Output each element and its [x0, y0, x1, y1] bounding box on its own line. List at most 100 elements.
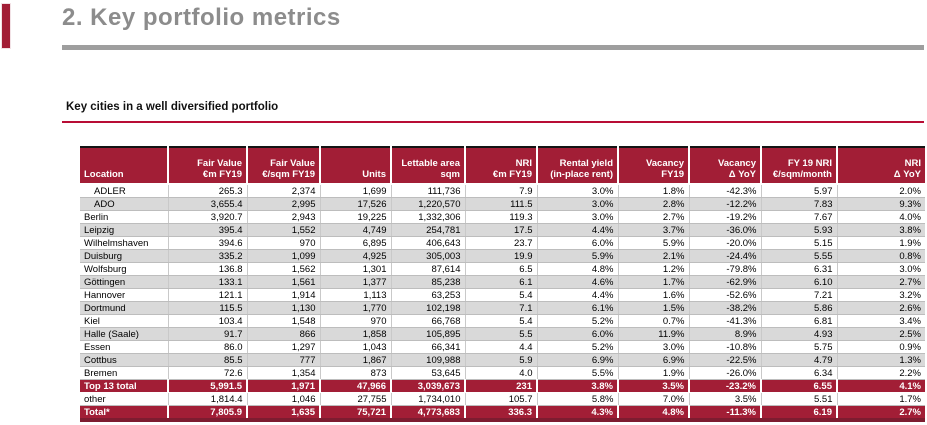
- cell-value: 136.8: [168, 262, 248, 276]
- cell-value: 53,645: [391, 366, 466, 380]
- column-header: Fair Value €/sqm FY19: [247, 147, 321, 184]
- cell-value: 105,895: [391, 327, 466, 341]
- table-row: Kiel 103.4 1,548 970 66,768 5.4 5.2% 0.7% -41.3%…: [80, 314, 925, 328]
- cell-location: Berlin: [80, 210, 169, 224]
- cell-value: 6.1%: [537, 301, 619, 315]
- cell-value: 5.9: [465, 353, 538, 367]
- cell-value: -20.0%: [689, 236, 762, 250]
- subtitle-divider: [62, 121, 924, 123]
- cell-location: Hannover: [80, 288, 169, 302]
- cell-location: Duisburg: [80, 249, 169, 263]
- cell-value: 4.3%: [537, 405, 619, 421]
- cell-value: 7,805.9: [168, 405, 248, 421]
- cell-value: 1,113: [320, 288, 392, 302]
- cell-value: 3,655.4: [168, 197, 248, 211]
- cell-value: 3.0%: [837, 262, 925, 276]
- table-body: ADLER 265.3 2,374 1,699 111,736 7.9 3.0% 1.8% -4…: [80, 184, 925, 421]
- cell-location: other: [80, 392, 169, 406]
- cell-value: 2.7%: [618, 210, 690, 224]
- cell-value: 6.31: [761, 262, 838, 276]
- cell-value: 406,643: [391, 236, 466, 250]
- cell-value: 85,238: [391, 275, 466, 289]
- cell-value: 133.1: [168, 275, 248, 289]
- cell-value: 23.7: [465, 236, 538, 250]
- cell-value: 63,253: [391, 288, 466, 302]
- cell-value: 3.7%: [618, 223, 690, 237]
- cell-value: 5.75: [761, 340, 838, 354]
- section-subtitle: Key cities in a well diversified portfol…: [66, 101, 279, 113]
- column-header-line2: €/sqm/month: [772, 169, 832, 180]
- column-header-line1: Location: [84, 169, 124, 180]
- table-row: Bremen 72.6 1,354 873 53,645 4.0 5.5% 1.9% -26.0…: [80, 366, 925, 380]
- cell-value: 1,099: [247, 249, 321, 263]
- column-header-line1: NRI: [904, 158, 921, 169]
- cell-value: 2.8%: [618, 197, 690, 211]
- cell-value: 3,920.7: [168, 210, 248, 224]
- cell-value: -23.2%: [689, 379, 762, 393]
- cell-value: 85.5: [168, 353, 248, 367]
- cell-value: 7.9: [465, 184, 538, 198]
- cell-value: 1,814.4: [168, 392, 248, 406]
- cell-value: 3.8%: [537, 379, 619, 393]
- column-header-line2: Units: [362, 169, 386, 180]
- cell-value: 19.9: [465, 249, 538, 263]
- cell-value: 5,991.5: [168, 379, 248, 393]
- cell-location: ADLER: [80, 184, 169, 198]
- cell-location: ADO: [80, 197, 169, 211]
- cell-value: 4.79: [761, 353, 838, 367]
- cell-value: 8.9%: [689, 327, 762, 341]
- cell-value: 1,562: [247, 262, 321, 276]
- cell-value: 4.8%: [537, 262, 619, 276]
- cell-value: 1.7%: [837, 392, 925, 406]
- cell-value: 3.0%: [537, 197, 619, 211]
- cell-value: 7.1: [465, 301, 538, 315]
- cell-value: 7.67: [761, 210, 838, 224]
- header-row: Location Fair Value €m FY19 Fair Value €/sqm…: [80, 147, 925, 184]
- cell-value: -38.2%: [689, 301, 762, 315]
- portfolio-table-container: Location Fair Value €m FY19 Fair Value €/sqm…: [80, 146, 925, 422]
- table-row: Dortmund 115.5 1,130 1,770 102,198 7.1 6.1% 1.5…: [80, 301, 925, 315]
- title-divider: [62, 45, 924, 50]
- cell-value: -11.3%: [689, 405, 762, 421]
- cell-value: 3.0%: [537, 184, 619, 198]
- cell-value: 5.93: [761, 223, 838, 237]
- column-header: Units: [320, 147, 392, 184]
- cell-value: 265.3: [168, 184, 248, 198]
- cell-value: 5.51: [761, 392, 838, 406]
- cell-value: -52.6%: [689, 288, 762, 302]
- cell-value: 4,749: [320, 223, 392, 237]
- cell-value: 5.5: [465, 327, 538, 341]
- cell-location: Göttingen: [80, 275, 169, 289]
- cell-value: 47,966: [320, 379, 392, 393]
- cell-value: 2.7%: [837, 405, 925, 421]
- cell-value: 7.21: [761, 288, 838, 302]
- cell-value: 1,867: [320, 353, 392, 367]
- cell-value: -42.3%: [689, 184, 762, 198]
- table-row: Cottbus 85.5 777 1,867 109,988 5.9 6.9% 6.9% -22…: [80, 353, 925, 367]
- column-header: FY 19 NRI €/sqm/month: [761, 147, 838, 184]
- cell-value: 4,773,683: [391, 405, 466, 421]
- column-header-line1: Vacancy: [717, 158, 756, 169]
- column-header-line1: Fair Value: [270, 158, 315, 169]
- cell-value: 4.0: [465, 366, 538, 380]
- cell-value: 1.9%: [618, 366, 690, 380]
- cell-location: Wilhelmshaven: [80, 236, 169, 250]
- cell-location: Cottbus: [80, 353, 169, 367]
- cell-location: Wolfsburg: [80, 262, 169, 276]
- column-header-line2: €m FY19: [492, 169, 532, 180]
- column-header: Lettable area sqm: [391, 147, 466, 184]
- cell-value: 3.2%: [837, 288, 925, 302]
- cell-value: 66,768: [391, 314, 466, 328]
- cell-value: 1,130: [247, 301, 321, 315]
- cell-value: 4.4%: [537, 223, 619, 237]
- cell-value: 1.6%: [618, 288, 690, 302]
- cell-value: 2.7%: [837, 275, 925, 289]
- cell-value: 2.5%: [837, 327, 925, 341]
- table-row: Total* 7,805.9 1,635 75,721 4,773,683 336.3 4.…: [80, 405, 925, 421]
- cell-value: 4.8%: [618, 405, 690, 421]
- cell-value: 305,003: [391, 249, 466, 263]
- cell-value: 3.8%: [837, 223, 925, 237]
- cell-value: 111.5: [465, 197, 538, 211]
- table-row: Top 13 total 5,991.5 1,971 47,966 3,039,673 2…: [80, 379, 925, 393]
